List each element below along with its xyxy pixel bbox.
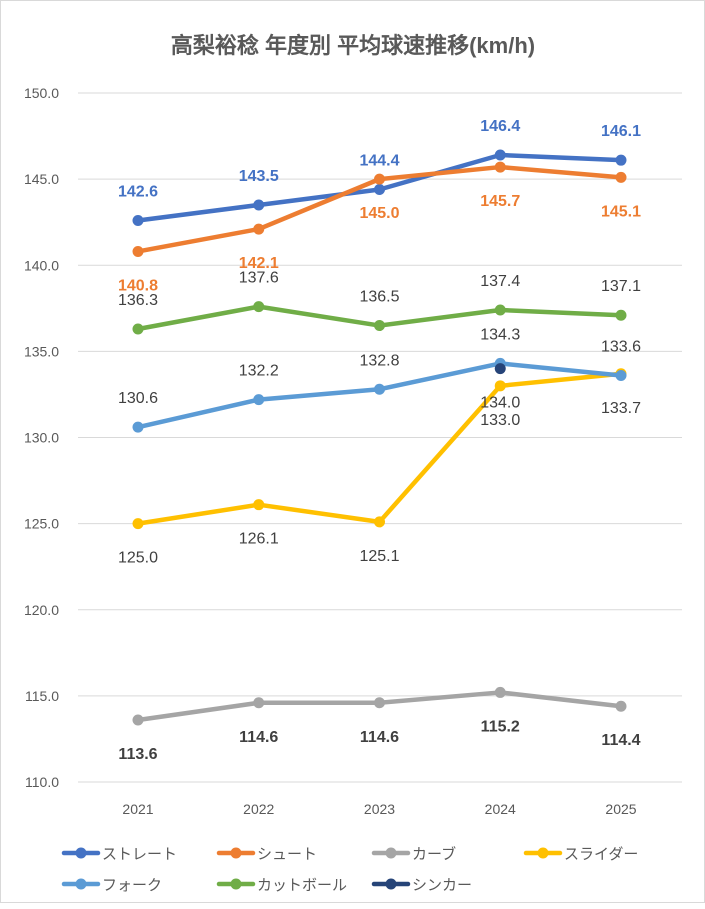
series-1-point xyxy=(374,173,385,185)
legend-marker-6 xyxy=(385,878,397,890)
series-2-point xyxy=(253,697,265,709)
series-5-point xyxy=(253,301,265,313)
y-tick-label: 115.0 xyxy=(25,688,59,704)
series-6-point xyxy=(494,363,506,375)
legend-marker-5 xyxy=(230,878,242,890)
series-3-data-label: 125.0 xyxy=(118,550,158,567)
series-1-point xyxy=(132,245,144,257)
series-4-data-label: 133.6 xyxy=(601,338,641,355)
series-0-point xyxy=(374,183,385,195)
series-5-point xyxy=(494,304,506,316)
series-4-data-label: 134.3 xyxy=(480,326,520,343)
chart-title: 高梨裕稔 年度別 平均球速推移(km/h) xyxy=(171,33,535,58)
legend-label-1: シュート xyxy=(257,846,317,863)
series-4-point xyxy=(374,383,385,395)
y-tick-label: 140.0 xyxy=(24,257,59,273)
series-1-data-label: 145.0 xyxy=(359,205,399,222)
series-4-point xyxy=(253,394,265,406)
legend-label-5: カットボール xyxy=(257,877,347,894)
series-4-point xyxy=(615,369,627,381)
series-5-data-label: 137.6 xyxy=(239,270,279,287)
series-1-data-label: 142.1 xyxy=(239,255,279,272)
series-0-point xyxy=(253,199,265,211)
y-axis: 110.0 115.0 120.0 125.0 130.0 135.0 140.0 145.0… xyxy=(24,85,59,790)
series-2-data-label: 114.6 xyxy=(360,729,399,746)
legend-marker-3 xyxy=(537,847,549,859)
x-tick-label: 2025 xyxy=(605,801,636,817)
series-0-data-label: 142.6 xyxy=(118,183,158,200)
series-2-point xyxy=(132,714,144,726)
x-tick-label: 2022 xyxy=(243,801,274,817)
y-tick-label: 145.0 xyxy=(24,171,59,187)
series-3-data-label: 133.7 xyxy=(601,400,641,417)
series-1-point xyxy=(494,161,506,173)
series-3-data-label: 133.0 xyxy=(480,412,520,429)
series-5-data-label: 137.4 xyxy=(480,273,520,290)
series-1-data-label: 145.7 xyxy=(480,193,520,210)
series-2-data-label: 114.6 xyxy=(239,729,278,746)
series-0-point xyxy=(494,149,506,161)
series-0-data-label: 144.4 xyxy=(359,152,399,169)
series-1-data-label: 145.1 xyxy=(601,203,641,220)
x-tick-label: 2021 xyxy=(122,801,153,817)
series-3-point xyxy=(253,499,265,511)
series-0-data-label: 146.4 xyxy=(480,118,520,135)
series-4-line xyxy=(135,361,624,430)
series-5-point xyxy=(615,309,627,321)
legend-marker-1 xyxy=(230,847,242,859)
series-0-point xyxy=(615,154,627,166)
series-1-data-label: 140.8 xyxy=(118,277,158,294)
legend-label-0: ストレート xyxy=(102,846,177,863)
legend-marker-2 xyxy=(385,847,397,859)
series-5-point xyxy=(374,320,385,332)
series-3-point xyxy=(374,516,385,528)
series-group xyxy=(132,149,627,726)
legend-marker-4 xyxy=(75,878,87,890)
series-5-data-label: 136.3 xyxy=(118,292,158,309)
y-tick-label: 150.0 xyxy=(24,85,59,101)
series-4-data-label: 132.2 xyxy=(239,363,279,380)
gridlines xyxy=(78,92,682,783)
x-tick-label: 2024 xyxy=(485,801,516,817)
series-2-point xyxy=(374,697,385,709)
data-labels: 142.6 143.5 144.4 146.4 146.1 140.8 142.1 145.0… xyxy=(118,118,641,763)
series-3-point xyxy=(494,380,506,392)
series-4-data-label: 130.6 xyxy=(118,390,158,407)
series-5-point xyxy=(132,323,144,335)
series-2-point xyxy=(615,700,627,712)
legend-label-6: シンカー xyxy=(412,877,472,894)
series-1-point xyxy=(253,223,265,235)
series-2-data-label: 115.2 xyxy=(481,718,520,735)
series-3-point xyxy=(132,518,144,530)
series-4-point xyxy=(132,421,144,433)
legend-label-2: カーブ xyxy=(412,845,456,863)
series-5-data-label: 137.1 xyxy=(601,278,641,295)
series-0-data-label: 146.1 xyxy=(601,123,641,140)
series-5-data-label: 136.5 xyxy=(359,289,399,306)
y-tick-label: 110.0 xyxy=(25,774,59,790)
series-3-data-label: 125.1 xyxy=(359,548,399,565)
legend-label-3: スライダー xyxy=(564,846,638,863)
series-2-data-label: 113.6 xyxy=(118,746,157,763)
series-6-data-label: 134.0 xyxy=(480,395,520,412)
series-0-point xyxy=(132,214,144,226)
x-axis: 2021 2022 2023 2024 2025 xyxy=(122,801,636,817)
x-tick-label: 2023 xyxy=(364,801,395,817)
y-tick-label: 130.0 xyxy=(24,430,59,446)
y-tick-label: 135.0 xyxy=(24,343,59,359)
series-2-data-label: 114.4 xyxy=(601,732,640,749)
legend-label-4: フォーク xyxy=(102,877,162,894)
series-0-data-label: 143.5 xyxy=(239,168,279,185)
series-1-point xyxy=(615,171,627,183)
legend-marker-0 xyxy=(75,847,87,859)
y-tick-label: 125.0 xyxy=(24,516,59,532)
series-4-data-label: 132.8 xyxy=(359,352,399,369)
series-3-data-label: 126.1 xyxy=(239,531,279,548)
series-3-line xyxy=(135,371,624,526)
y-tick-label: 120.0 xyxy=(24,602,59,618)
series-2-point xyxy=(494,686,506,698)
